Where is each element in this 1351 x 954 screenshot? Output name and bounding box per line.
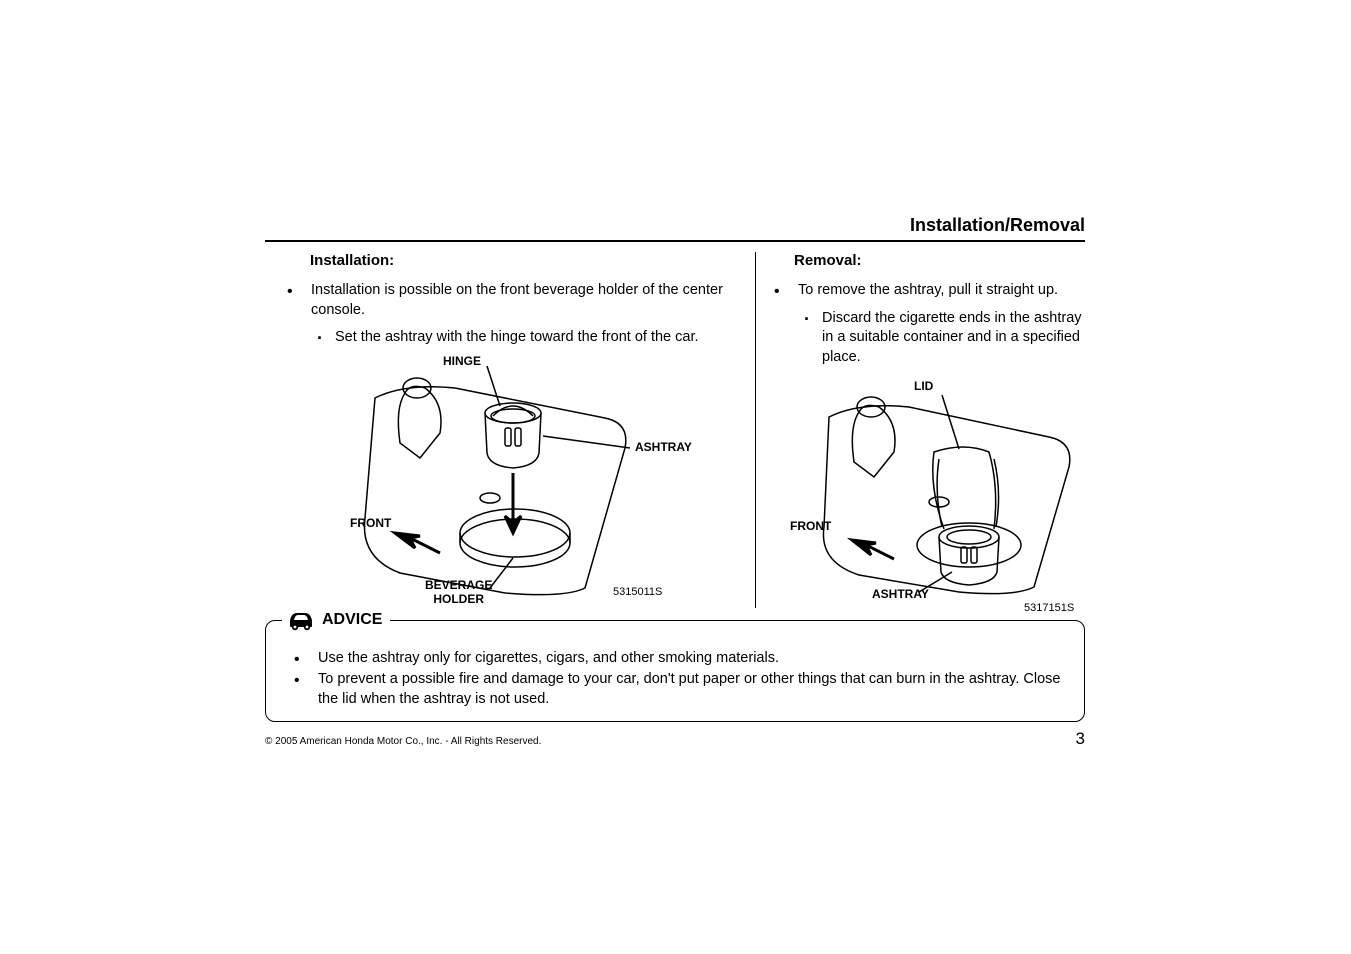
- page-number: 3: [1076, 729, 1085, 749]
- front-label: FRONT: [350, 516, 391, 530]
- installation-sublist: Set the ashtray with the hinge toward th…: [311, 328, 737, 348]
- ashtray-label: ASHTRAY: [635, 440, 692, 454]
- right-ashtray-label: ASHTRAY: [872, 587, 929, 601]
- copyright: © 2005 American Honda Motor Co., Inc. - …: [265, 736, 541, 747]
- removal-sublist: Discard the cigarette ends in the ashtra…: [798, 309, 1085, 368]
- removal-list: To remove the ashtray, pull it straight …: [774, 281, 1085, 367]
- removal-sub-item: Discard the cigarette ends in the ashtra…: [798, 309, 1085, 368]
- removal-bullet-text: To remove the ashtray, pull it straight …: [798, 282, 1058, 298]
- columns: Installation: Installation is possible o…: [265, 252, 1085, 608]
- lid-label: LID: [914, 379, 933, 393]
- installation-bullet: Installation is possible on the front be…: [287, 281, 737, 348]
- removal-column: Removal: To remove the ashtray, pull it …: [755, 252, 1085, 608]
- advice-item-2: To prevent a possible fire and damage to…: [294, 670, 1064, 709]
- removal-heading: Removal:: [774, 252, 1085, 269]
- beverage-holder-label: BEVERAGE HOLDER: [425, 578, 492, 606]
- installation-heading: Installation:: [265, 252, 737, 269]
- removal-figure: LID FRONT ASHTRAY 5317151S: [774, 377, 1085, 607]
- installation-list: Installation is possible on the front be…: [265, 281, 737, 348]
- installation-column: Installation: Installation is possible o…: [265, 252, 755, 608]
- section-title: Installation/Removal: [265, 215, 1085, 240]
- advice-header: ADVICE: [282, 609, 390, 631]
- advice-list: Use the ashtray only for cigarettes, cig…: [286, 649, 1064, 710]
- footer: © 2005 American Honda Motor Co., Inc. - …: [265, 729, 1085, 749]
- right-front-label: FRONT: [790, 519, 831, 533]
- advice-item-1: Use the ashtray only for cigarettes, cig…: [294, 649, 1064, 669]
- removal-bullet: To remove the ashtray, pull it straight …: [774, 281, 1085, 367]
- page: Installation/Removal Installation: Insta…: [265, 215, 1085, 722]
- installation-diagram: [265, 358, 735, 608]
- installation-sub-item: Set the ashtray with the hinge toward th…: [311, 328, 737, 348]
- left-figure-code: 5315011S: [613, 586, 662, 598]
- advice-title: ADVICE: [322, 611, 382, 629]
- car-icon: [286, 609, 316, 631]
- title-rule: [265, 240, 1085, 242]
- removal-diagram: [774, 377, 1084, 607]
- hinge-label: HINGE: [443, 354, 481, 368]
- advice-box: ADVICE Use the ashtray only for cigarett…: [265, 620, 1085, 723]
- installation-bullet-text: Installation is possible on the front be…: [311, 282, 723, 318]
- right-figure-code: 5317151S: [1024, 602, 1074, 614]
- installation-figure: HINGE ASHTRAY FRONT BEVERAGE HOLDER 5315…: [265, 358, 737, 608]
